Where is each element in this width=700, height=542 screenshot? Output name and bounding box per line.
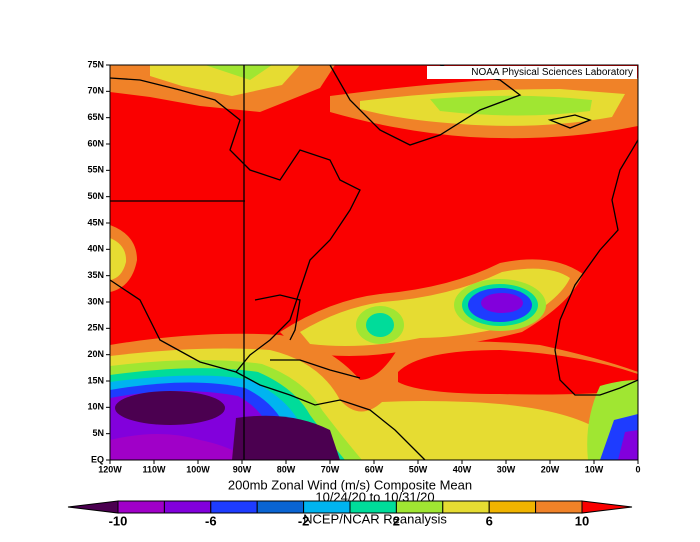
colorbar-segment — [210, 500, 258, 514]
lon-label: 30W — [497, 464, 516, 474]
contour-field — [110, 65, 638, 460]
colorbar-segment — [256, 500, 305, 514]
colorbar-segment — [163, 500, 212, 514]
credit-box — [427, 66, 637, 79]
lat-label: 65N — [87, 112, 104, 122]
lat-label: 20N — [87, 349, 104, 359]
lon-label: 50W — [409, 464, 428, 474]
colorbar-label: 6 — [486, 513, 493, 528]
lat-label: 10N — [87, 402, 104, 412]
colorbar-label: -10 — [109, 513, 128, 528]
lat-label: 45N — [87, 217, 104, 227]
lat-label: 75N — [87, 59, 104, 69]
colorbar-segment — [117, 500, 165, 514]
lon-label: 10W — [585, 464, 604, 474]
lat-label: 55N — [87, 165, 104, 175]
lon-label: 110W — [142, 464, 166, 474]
lon-label: 90W — [233, 464, 252, 474]
colorbar-label: 10 — [575, 513, 589, 528]
lon-label: 100W — [186, 464, 210, 474]
lon-label: 40W — [453, 464, 472, 474]
lon-label: 120W — [98, 464, 122, 474]
credit: NOAA Physical Sciences Laboratory — [471, 67, 633, 78]
lat-label: 35N — [87, 270, 104, 280]
colorbar-label: -6 — [205, 513, 217, 528]
colorbar-high — [581, 500, 633, 514]
lat-label: 70N — [87, 86, 104, 96]
lat-label: 25N — [87, 323, 104, 333]
lat-label: EQ — [91, 454, 104, 464]
lat-label: 40N — [87, 244, 104, 254]
colorbar-segment — [535, 500, 583, 514]
lat-label: 5N — [92, 428, 104, 438]
lat-label: 50N — [87, 191, 104, 201]
title: 200mb Zonal Wind (m/s) Composite Mean — [228, 477, 472, 492]
lon-label: 60W — [365, 464, 384, 474]
lat-label: 30N — [87, 296, 104, 306]
lat-label: 60N — [87, 138, 104, 148]
source: NCEP/NCAR Reanalysis — [303, 511, 447, 526]
lon-label: 0 — [635, 464, 640, 474]
lon-label: 20W — [541, 464, 560, 474]
colorbar-label: -2 — [298, 513, 310, 528]
lon-label: 80W — [277, 464, 296, 474]
colorbar-low — [67, 500, 119, 514]
lon-label: 70W — [321, 464, 340, 474]
colorbar-segment — [488, 500, 537, 514]
subtitle: 10/24/20 to 10/31/20 — [315, 489, 434, 504]
colorbar-segment — [442, 500, 490, 514]
lat-label: 15N — [87, 375, 104, 385]
colorbar-label: 2 — [393, 513, 400, 528]
